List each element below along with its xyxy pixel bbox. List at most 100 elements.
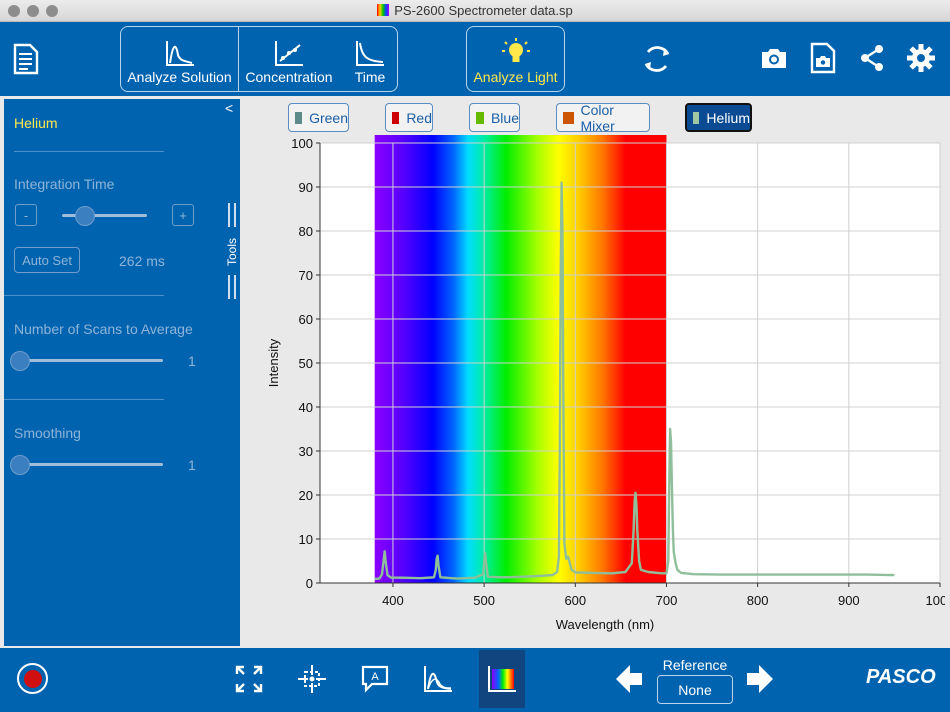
sample-tab-label: Blue	[490, 109, 519, 126]
x-tick-label: 800	[747, 593, 769, 608]
previous-reference-arrow-icon[interactable]	[611, 661, 647, 697]
y-tick-label: 50	[299, 356, 313, 371]
zoom-window-button[interactable]	[46, 5, 58, 17]
axes: 0 10 20 30 40 50 60 70 80 90 100 400 500 600 700 800 900…	[291, 136, 945, 608]
x-tick-label: 400	[382, 593, 404, 608]
document-icon[interactable]	[10, 40, 42, 78]
tools-label: Tools	[225, 237, 239, 266]
analyze-solution-label: Analyze Solution	[127, 69, 232, 85]
series-layer	[374, 181, 895, 581]
next-reference-arrow-icon[interactable]	[742, 661, 778, 697]
integration-time-value: 262 ms	[119, 253, 165, 269]
app-icon	[377, 4, 390, 16]
analyze-light-label: Analyze Light	[473, 69, 558, 85]
sample-tab-label: Green	[309, 109, 348, 126]
scans-slider-thumb[interactable]	[10, 351, 30, 371]
close-window-button[interactable]	[8, 5, 20, 17]
visible-spectrum-band	[374, 135, 667, 583]
color-swatch	[392, 111, 400, 124]
sample-tab-red[interactable]: Red	[385, 103, 433, 132]
color-swatch	[476, 111, 484, 124]
camera-icon[interactable]	[758, 42, 790, 74]
svg-text:A: A	[371, 671, 379, 683]
window-title-wrap: PS-2600 Spectrometer data.sp	[0, 3, 950, 18]
integration-decrease-button[interactable]: -	[15, 204, 37, 226]
sample-tab-label: Color Mixer	[580, 101, 615, 134]
x-tick-label: 1000	[926, 593, 945, 608]
crosshair-icon[interactable]	[292, 659, 332, 699]
series-line-0	[374, 181, 895, 581]
spectrum-chart[interactable]: 0 10 20 30 40 50 60 70 80 90 100 400 500 600 700 800 900…	[240, 135, 945, 645]
integration-slider-thumb[interactable]	[74, 206, 95, 226]
sample-tab-blue[interactable]: Blue	[469, 103, 520, 132]
settings-sidebar: Helium < Integration Time - + Auto Set 2…	[4, 99, 240, 646]
smoothing-slider-thumb[interactable]	[10, 455, 30, 475]
integration-time-label: Integration Time	[14, 176, 115, 192]
y-axis-label: Intensity	[266, 338, 281, 387]
window-title: PS-2600 Spectrometer data.sp	[394, 3, 573, 18]
color-swatch	[693, 111, 700, 124]
analyze-light-button[interactable]: Analyze Light	[466, 26, 565, 92]
gear-icon[interactable]	[904, 40, 938, 76]
y-tick-label: 80	[299, 224, 313, 239]
sample-tab-green[interactable]: Green	[288, 103, 349, 132]
color-swatch	[295, 111, 303, 124]
solution-mode-group: Analyze Solution Concentration Time	[120, 26, 398, 92]
graph-curve-icon[interactable]	[418, 659, 458, 699]
concentration-label: Concentration	[245, 69, 333, 85]
scans-value: 1	[188, 353, 196, 369]
x-tick-label: 500	[473, 593, 495, 608]
color-swatch	[563, 111, 574, 124]
record-button[interactable]	[17, 663, 48, 694]
y-tick-label: 20	[299, 488, 313, 503]
time-button[interactable]: Time	[341, 27, 399, 91]
integration-increase-button[interactable]: +	[172, 204, 194, 226]
export-snapshot-icon[interactable]	[806, 40, 840, 76]
divider	[14, 151, 164, 152]
scans-slider-track[interactable]	[20, 359, 163, 362]
concentration-button[interactable]: Concentration	[239, 27, 339, 91]
sample-tab-helium[interactable]: Helium	[685, 103, 752, 132]
smoothing-label: Smoothing	[14, 425, 81, 441]
y-tick-label: 0	[306, 576, 313, 591]
scans-label: Number of Scans to Average	[14, 321, 193, 337]
sample-tab-label: Red	[406, 109, 432, 126]
y-tick-label: 100	[291, 136, 313, 151]
y-tick-label: 90	[299, 180, 313, 195]
grip-bars-icon	[228, 203, 236, 227]
y-tick-label: 10	[299, 532, 313, 547]
reference-label: Reference	[662, 657, 728, 673]
x-axis-label: Wavelength (nm)	[556, 617, 655, 632]
divider	[4, 399, 164, 400]
grip-bars-icon	[228, 275, 236, 299]
sync-icon[interactable]	[638, 40, 676, 78]
tools-drawer-handle[interactable]: Tools	[225, 203, 239, 299]
x-tick-label: 700	[656, 593, 678, 608]
bottom-toolbar	[0, 648, 950, 712]
top-toolbar: Analyze Solution Concentration Time Anal…	[0, 22, 950, 96]
light-bulb-icon	[501, 38, 530, 62]
y-tick-label: 60	[299, 312, 313, 327]
collapse-sidebar-button[interactable]: <	[225, 100, 234, 116]
title-bar: PS-2600 Spectrometer data.sp	[0, 0, 950, 22]
share-icon[interactable]	[856, 40, 888, 76]
integration-slider-track[interactable]	[62, 214, 147, 217]
y-tick-label: 30	[299, 444, 313, 459]
analyze-solution-button[interactable]: Analyze Solution	[121, 27, 238, 91]
fit-view-icon[interactable]	[229, 659, 269, 699]
y-tick-label: 70	[299, 268, 313, 283]
absorbance-curve-icon	[165, 41, 194, 66]
spectrum-icon[interactable]	[482, 659, 522, 699]
smoothing-slider-track[interactable]	[20, 463, 163, 466]
reference-select[interactable]: None	[657, 675, 733, 704]
auto-set-button[interactable]: Auto Set	[14, 247, 80, 273]
smoothing-value: 1	[188, 457, 196, 473]
minimize-window-button[interactable]	[27, 5, 39, 17]
annotation-icon[interactable]: A	[355, 659, 395, 699]
sample-tab-color-mixer[interactable]: Color Mixer	[556, 101, 650, 134]
mode-divider	[238, 27, 239, 91]
time-label: Time	[354, 69, 386, 85]
scatter-trend-icon	[275, 41, 303, 66]
x-tick-label: 900	[838, 593, 860, 608]
pasco-logo: PASCO	[866, 666, 936, 688]
